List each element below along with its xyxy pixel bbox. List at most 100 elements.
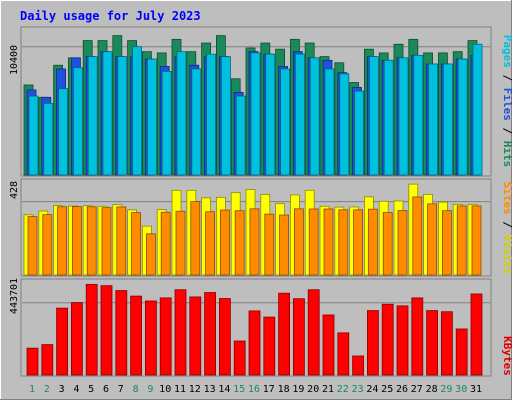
legend-separator: / — [501, 121, 512, 141]
visits-sites-bar-day-31 — [471, 205, 482, 276]
hits-pages-bar-day-21 — [324, 68, 335, 176]
hits-pages-bar-day-8 — [132, 46, 143, 176]
hits-pages-bar-day-6 — [102, 51, 113, 176]
visits-sites-bar-day-22 — [338, 209, 349, 276]
kbytes-kbytes-bar-day-24 — [366, 310, 379, 376]
hits-pages-bar-day-11 — [176, 51, 187, 176]
kbytes-side-legend: KBytes — [501, 336, 512, 376]
x-tick-label-day-20: 20 — [307, 384, 319, 395]
hits-pages-bar-day-16 — [250, 52, 261, 176]
hits-pages-bar-day-25 — [383, 59, 394, 176]
x-tick-label-day-15: 15 — [233, 384, 245, 395]
kbytes-kbytes-bar-day-17 — [263, 316, 276, 376]
x-tick-label-day-31: 31 — [470, 384, 482, 395]
x-tick-label-day-23: 23 — [352, 384, 364, 395]
hits-pages-bar-day-9 — [146, 58, 157, 176]
kbytes-kbytes-bar-day-11 — [174, 289, 187, 376]
x-tick-label-day-7: 7 — [118, 384, 124, 395]
x-tick-label-day-8: 8 — [133, 384, 139, 395]
hits-axis-tick-label: 10400 — [9, 45, 20, 75]
kbytes-kbytes-bar-day-31 — [470, 293, 483, 376]
hits-pages-bar-day-15 — [235, 95, 246, 176]
kbytes-kbytes-bar-day-22 — [337, 332, 350, 376]
kbytes-kbytes-bar-day-21 — [322, 314, 335, 376]
hits-pages-bar-day-19 — [294, 53, 305, 176]
hits-pages-bar-day-31 — [472, 43, 483, 176]
hits-pages-bar-day-22 — [339, 73, 350, 176]
kbytes-kbytes-bar-day-12 — [189, 296, 202, 376]
legend-kbytes: KBytes — [501, 336, 512, 376]
hits-pages-bar-day-12 — [191, 68, 202, 176]
kbytes-kbytes-bar-day-7 — [115, 290, 128, 376]
kbytes-kbytes-bar-day-19 — [292, 298, 305, 376]
kbytes-kbytes-bar-day-4 — [71, 302, 83, 376]
visits-sites-bar-day-7 — [116, 206, 127, 276]
hits-pages-bar-day-4 — [73, 67, 83, 176]
visits-sites-bar-day-30 — [456, 205, 467, 276]
kbytes-kbytes-bar-day-3 — [56, 307, 68, 376]
visits-sites-bar-day-10 — [160, 211, 171, 276]
chart-title: Daily usage for July 2023 — [20, 9, 201, 23]
visits-side-legend: Sites / Visits — [501, 182, 512, 275]
kbytes-kbytes-bar-day-16 — [248, 310, 261, 376]
x-tick-label-day-18: 18 — [278, 384, 290, 395]
visits-sites-bar-day-1 — [27, 216, 38, 276]
visits-sites-bar-day-21 — [323, 208, 334, 276]
visits-sites-bar-day-16 — [249, 208, 260, 276]
visits-sites-bar-day-27 — [412, 196, 423, 276]
kbytes-kbytes-bar-day-8 — [130, 295, 143, 376]
x-tick-label-day-25: 25 — [381, 384, 393, 395]
legend-pages: Pages — [501, 35, 512, 68]
hits-pages-bar-day-14 — [220, 56, 231, 176]
x-tick-label-day-5: 5 — [88, 384, 94, 395]
x-tick-label-day-27: 27 — [411, 384, 423, 395]
visits-sites-bar-day-13 — [205, 211, 216, 276]
visits-sites-bar-day-6 — [101, 207, 112, 276]
hits-pages-bar-day-20 — [309, 57, 320, 176]
kbytes-kbytes-bar-day-28 — [426, 310, 439, 376]
x-tick-label-day-3: 3 — [59, 384, 65, 395]
kbytes-kbytes-bar-day-26 — [396, 305, 409, 376]
visits-sites-bar-day-12 — [190, 201, 201, 276]
hits-side-legend: Pages / Files / Hits — [501, 35, 512, 168]
kbytes-axis-tick-label: 443701 — [9, 278, 20, 314]
visits-sites-bar-day-4 — [72, 206, 82, 276]
hits-pages-bar-day-3 — [58, 88, 68, 176]
visits-sites-bar-day-15 — [234, 210, 245, 276]
legend-sites: Sites — [501, 182, 512, 215]
hits-pages-bar-day-18 — [280, 68, 291, 176]
kbytes-kbytes-bar-day-2 — [41, 344, 54, 376]
kbytes-kbytes-bar-day-20 — [307, 289, 320, 376]
hits-pages-bar-day-17 — [265, 53, 276, 176]
visits-sites-bar-day-29 — [441, 210, 452, 276]
x-tick-label-day-13: 13 — [204, 384, 216, 395]
visits-sites-bar-day-28 — [427, 203, 438, 276]
visits-sites-bar-day-11 — [175, 210, 186, 276]
visits-axis-tick-label: 428 — [9, 181, 20, 199]
kbytes-kbytes-bar-day-23 — [352, 355, 365, 376]
kbytes-kbytes-bar-day-1 — [26, 347, 39, 376]
hits-pages-bar-day-2 — [43, 103, 54, 176]
x-tick-label-day-9: 9 — [147, 384, 153, 395]
hits-pages-bar-day-1 — [28, 95, 39, 176]
x-tick-label-day-21: 21 — [322, 384, 334, 395]
x-tick-label-day-22: 22 — [337, 384, 349, 395]
x-tick-label-day-2: 2 — [44, 384, 50, 395]
kbytes-kbytes-bar-day-6 — [100, 285, 113, 376]
hits-pages-bar-day-29 — [442, 63, 453, 176]
x-tick-label-day-1: 1 — [29, 384, 35, 395]
x-tick-label-day-24: 24 — [366, 384, 378, 395]
kbytes-kbytes-bar-day-25 — [381, 303, 394, 376]
kbytes-kbytes-bar-day-29 — [440, 311, 453, 376]
x-tick-label-day-30: 30 — [455, 384, 467, 395]
hits-pages-bar-day-30 — [457, 58, 468, 176]
kbytes-kbytes-bar-day-10 — [159, 297, 172, 376]
x-tick-label-day-19: 19 — [292, 384, 304, 395]
x-tick-label-day-28: 28 — [426, 384, 438, 395]
kbytes-kbytes-bar-day-9 — [144, 300, 157, 376]
x-tick-label-day-12: 12 — [189, 384, 201, 395]
legend-files: Files — [501, 88, 512, 121]
x-tick-label-day-10: 10 — [159, 384, 171, 395]
hits-pages-bar-day-28 — [428, 63, 439, 176]
x-tick-label-day-26: 26 — [396, 384, 408, 395]
